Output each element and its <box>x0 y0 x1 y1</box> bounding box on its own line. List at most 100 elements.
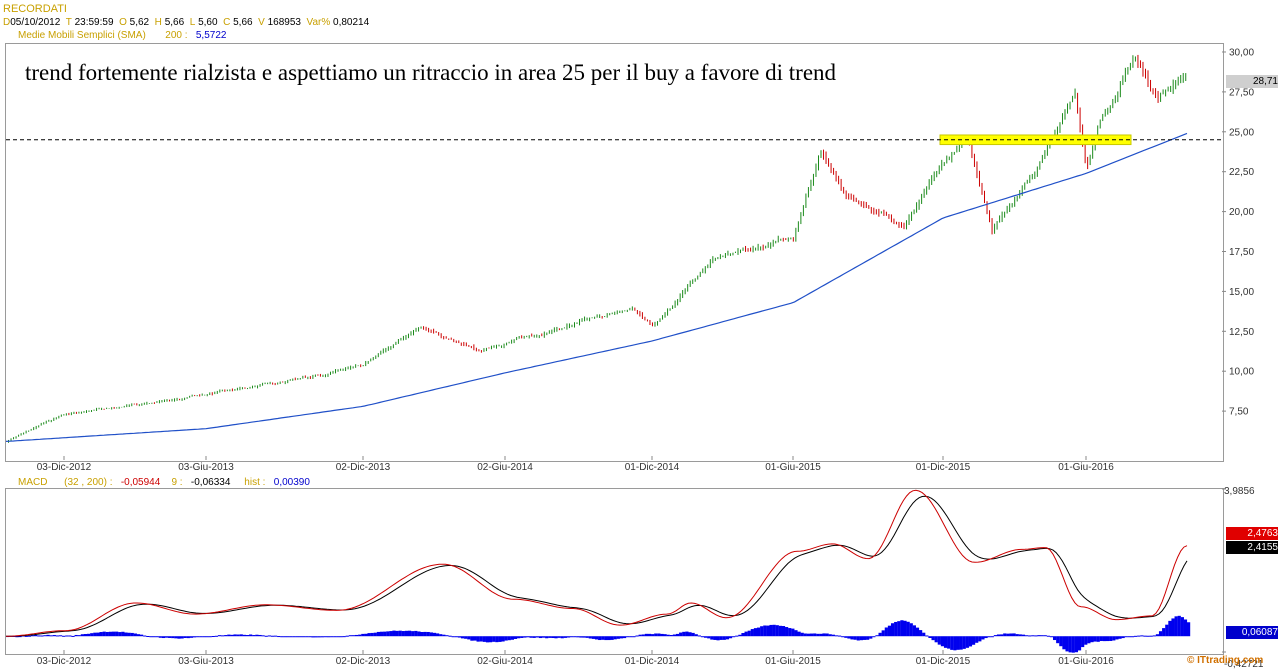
hist-bar <box>143 635 147 637</box>
hist-bar <box>953 636 957 651</box>
hist-bar <box>252 635 256 637</box>
date-axis-label: 01-Dic-2015 <box>916 656 971 667</box>
hist-bar <box>1187 622 1191 637</box>
hist-last-tag: 0,06087 <box>1226 626 1278 639</box>
hist-bar <box>1037 635 1041 637</box>
macd-line <box>6 489 1188 637</box>
hist-bar <box>598 636 602 641</box>
hist-bar <box>987 636 991 638</box>
hist-bar <box>258 634 262 637</box>
hist-bar <box>841 636 845 638</box>
hist-bar <box>1074 636 1079 653</box>
hist-bar <box>93 632 97 637</box>
hist-bar <box>15 636 19 638</box>
hist-bar <box>825 633 829 637</box>
macd-last-tag: 2,4763 <box>1226 527 1278 540</box>
date-axis-label: 01-Giu-2016 <box>1058 462 1114 470</box>
hist-bar <box>993 635 998 637</box>
hist-bar <box>317 636 321 638</box>
hist-bar <box>46 634 50 637</box>
hist-bar <box>769 624 773 637</box>
hist-bar <box>376 631 381 637</box>
hist-bar <box>566 636 571 638</box>
hist-bar <box>915 627 920 637</box>
hist-bar <box>809 633 814 637</box>
hist-bar <box>1093 636 1097 642</box>
hist-bar <box>713 636 717 640</box>
hist-bar <box>732 636 736 638</box>
hist-bar <box>906 621 910 637</box>
hist-bar <box>626 636 630 638</box>
ohlc-readout: D05/10/2012 T 23:59:59 O 5,62 H 5,66 L 5… <box>3 17 369 28</box>
hist-bar <box>523 636 527 638</box>
hist-bar <box>451 636 455 638</box>
high-key: H <box>154 17 162 28</box>
hist-bar <box>432 632 437 637</box>
hist-bar <box>1096 636 1100 642</box>
close-value: 5,66 <box>233 17 253 28</box>
hist-bar <box>647 633 652 637</box>
hist-bar <box>407 630 412 637</box>
annotation-text: trend fortemente rialzista e aspettiamo … <box>25 60 837 85</box>
hist-bar <box>211 636 215 638</box>
hist-bar <box>934 636 938 643</box>
hist-bar <box>249 634 253 637</box>
hist-bar <box>1183 619 1188 637</box>
hist-bar <box>436 633 440 637</box>
hist-bar <box>862 636 867 640</box>
hist-bar <box>149 636 153 638</box>
hist-bar <box>691 632 695 637</box>
hist-bar <box>476 636 480 642</box>
hist-bar <box>124 632 128 637</box>
hist-bar <box>1105 636 1110 642</box>
hist-bar <box>588 636 592 639</box>
hist-bar <box>529 636 533 638</box>
hist-bar <box>794 630 798 637</box>
hist-bar <box>517 636 521 639</box>
hist-bar <box>121 631 125 637</box>
hist-bar <box>507 636 511 641</box>
hist-bar <box>1174 616 1178 637</box>
price-axis-label: 7,50 <box>1229 407 1249 418</box>
hist-bar <box>286 636 290 638</box>
low-key: L <box>189 17 196 28</box>
price-panel[interactable] <box>5 43 1224 462</box>
hist-bar <box>1059 636 1063 647</box>
hist-bar <box>685 631 689 637</box>
hist-bar <box>389 631 393 637</box>
hist-bar <box>629 636 633 638</box>
volume-key: V <box>258 17 265 28</box>
macd-panel[interactable] <box>5 488 1224 655</box>
hist-bar <box>139 634 144 637</box>
hist-bar <box>616 636 620 639</box>
date-axis-label: 01-Giu-2015 <box>765 656 821 667</box>
hist-bar <box>202 636 206 638</box>
hist-bar <box>968 636 973 647</box>
date-axis-label: 03-Dic-2012 <box>37 656 92 667</box>
hist-bar <box>115 631 119 637</box>
hist-bar <box>806 633 811 637</box>
hist-bar <box>675 633 680 637</box>
hist-bar <box>96 632 100 637</box>
hist-bar <box>30 635 35 637</box>
hist-bar <box>719 636 723 640</box>
time-key: T <box>65 17 72 28</box>
price-axis-label: 10,00 <box>1229 367 1254 378</box>
hist-bar <box>411 631 415 637</box>
hist-bar <box>404 630 409 637</box>
hist-bar <box>99 632 103 637</box>
hist-bar <box>1049 636 1054 638</box>
hist-bar <box>1140 635 1144 637</box>
hist-bar <box>654 633 658 637</box>
hist-bar <box>464 636 468 639</box>
hist-bar <box>526 636 530 638</box>
hist-bar <box>1053 636 1057 641</box>
signal-value: -0,06334 <box>190 477 231 488</box>
date-axis-label: 02-Dic-2013 <box>336 462 391 470</box>
hist-bar <box>118 632 122 637</box>
hist-bar <box>554 636 558 639</box>
hist-bar <box>682 631 686 637</box>
hist-bar <box>560 636 564 639</box>
hist-bar <box>660 633 664 637</box>
hist-bar <box>707 636 711 639</box>
